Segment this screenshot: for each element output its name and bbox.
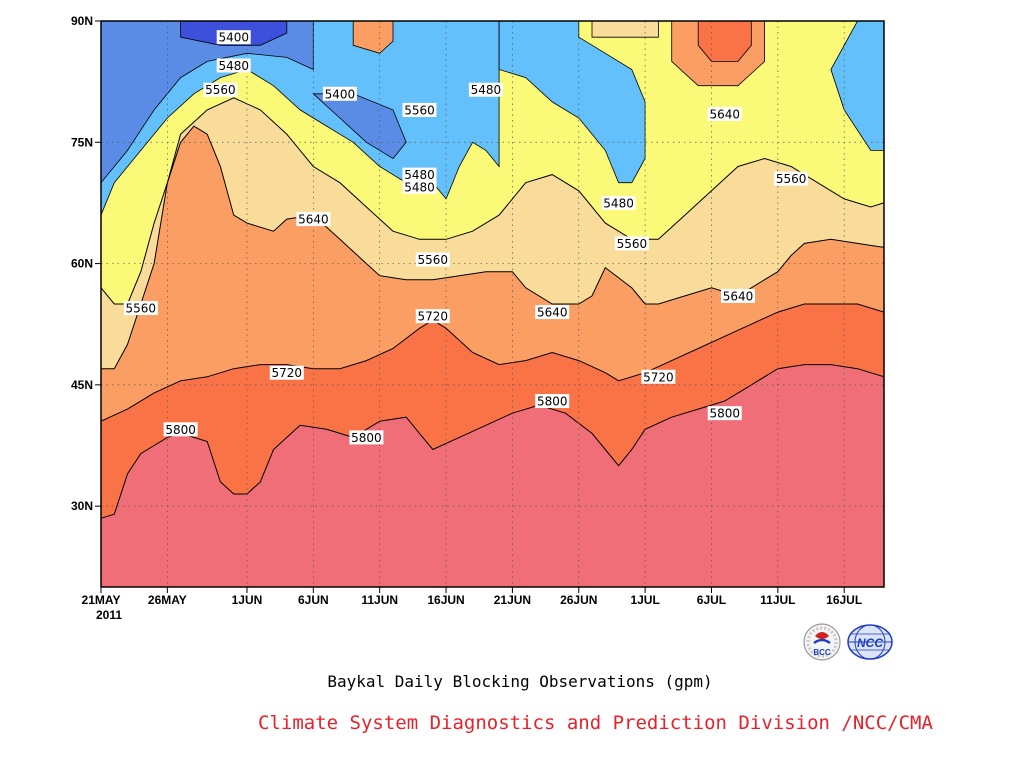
band-5480-5560-west bbox=[101, 21, 500, 216]
x-tick-label-21JUN: 21JUN bbox=[494, 593, 531, 607]
y-tick-label-90N: 90N bbox=[71, 14, 93, 28]
contour-label-5720: 5720 bbox=[643, 370, 674, 384]
x-axis: 21MAY 26MAY 1JUN 6JUN 11JUN 16JUN 21JUN 26JUN 1J… bbox=[82, 587, 862, 607]
contour-label-box-16 bbox=[415, 309, 450, 324]
contour-label-box-17 bbox=[721, 288, 756, 303]
contour-label-box-8 bbox=[402, 179, 437, 194]
contour-label-box-19 bbox=[641, 369, 676, 384]
ncc-logo-text: NCC bbox=[857, 636, 883, 650]
contour-line-5720 bbox=[101, 303, 884, 422]
contour-label-5800: 5800 bbox=[351, 431, 382, 445]
band-5480-5560-east bbox=[498, 21, 646, 184]
x-tick-label-11JUN: 11JUN bbox=[361, 593, 398, 607]
contour-label-box-22 bbox=[163, 422, 198, 437]
contour-label-box-4 bbox=[402, 102, 437, 117]
footer-credit: Climate System Diagnostics and Predictio… bbox=[258, 712, 933, 734]
plot-frame bbox=[100, 20, 885, 588]
contour-label-5400: 5400 bbox=[325, 87, 356, 101]
contour-label-box-9 bbox=[774, 171, 809, 186]
y-tick-label-45N: 45N bbox=[71, 378, 93, 392]
contour-label-box-12 bbox=[614, 236, 649, 251]
contour-label-5560: 5560 bbox=[776, 172, 807, 186]
contour-label-5480: 5480 bbox=[404, 168, 435, 182]
x-tick-label-16JUN: 16JUN bbox=[427, 593, 464, 607]
bcc-logo-text: BCC bbox=[813, 648, 831, 657]
x-tick-label-11JUL: 11JUL bbox=[760, 593, 795, 607]
contour-label-5560: 5560 bbox=[126, 302, 157, 316]
contour-label-box-13 bbox=[415, 252, 450, 267]
chart-title: Baykal Daily Blocking Observations (gpm) bbox=[327, 672, 713, 691]
band-5640-5720-north bbox=[591, 21, 659, 38]
y-axis: 30N 45N 60N 75N 90N bbox=[71, 14, 101, 513]
contour-label-5640: 5640 bbox=[298, 213, 329, 227]
band-5480-5560-far-east bbox=[830, 21, 884, 151]
x-tick-label-6JUN: 6JUN bbox=[298, 593, 329, 607]
contour-label-5400: 5400 bbox=[218, 31, 249, 45]
y-tick-label-30N: 30N bbox=[71, 499, 93, 513]
contour-label-5480: 5480 bbox=[404, 180, 435, 194]
contour-label-5720: 5720 bbox=[272, 366, 303, 380]
contour-label-box-20 bbox=[535, 394, 570, 409]
contour-label-box-18 bbox=[269, 365, 304, 380]
contour-label-5480: 5480 bbox=[471, 83, 502, 97]
contour-label-5800: 5800 bbox=[537, 395, 568, 409]
contour-label-5640: 5640 bbox=[723, 289, 754, 303]
contour-label-5560: 5560 bbox=[617, 237, 648, 251]
x-tick-label-16JUL: 16JUL bbox=[826, 593, 862, 607]
x-tick-label-26JUN: 26JUN bbox=[560, 593, 597, 607]
y-tick-label-60N: 60N bbox=[71, 257, 93, 271]
contour-label-5480: 5480 bbox=[603, 196, 634, 210]
contour-label-5640: 5640 bbox=[709, 107, 740, 121]
contour-label-5800: 5800 bbox=[165, 423, 196, 437]
band-5400-5480-west bbox=[101, 21, 314, 184]
contour-label-5560: 5560 bbox=[404, 103, 435, 117]
contour-label-5560: 5560 bbox=[418, 253, 449, 267]
contour-label-box-21 bbox=[707, 406, 742, 421]
contour-label-5800: 5800 bbox=[709, 407, 740, 421]
contour-label-box-3 bbox=[322, 86, 357, 101]
grid-lines bbox=[101, 21, 884, 587]
contour-label-box-6 bbox=[707, 106, 742, 121]
x-tick-label-6JUL: 6JUL bbox=[697, 593, 726, 607]
ncc-logo: NCC bbox=[847, 624, 893, 660]
contour-label-5480: 5480 bbox=[218, 59, 249, 73]
contour-label-box-23 bbox=[349, 430, 384, 445]
contour-fills bbox=[101, 21, 884, 587]
contour-label-5560: 5560 bbox=[205, 83, 236, 97]
contour-label-5640: 5640 bbox=[537, 306, 568, 320]
contour-line-5640 bbox=[101, 125, 884, 370]
contour-label-5720: 5720 bbox=[418, 310, 449, 324]
x-tick-label-1JUL: 1JUL bbox=[630, 593, 659, 607]
contour-label-box-2 bbox=[203, 82, 238, 97]
contour-label-box-15 bbox=[535, 305, 570, 320]
y-tick-label-75N: 75N bbox=[71, 135, 93, 149]
x-tick-label-21MAY: 21MAY bbox=[82, 593, 121, 607]
contour-label-box-11 bbox=[601, 195, 636, 210]
contour-label-box-10 bbox=[296, 212, 331, 227]
contour-label-box-5 bbox=[468, 82, 503, 97]
x-year-label: 2011 bbox=[96, 608, 122, 622]
bcc-logo: BCC bbox=[803, 623, 841, 661]
contour-label-box-0 bbox=[216, 30, 251, 45]
band-5720-5800-north-center bbox=[352, 21, 394, 54]
x-tick-label-26MAY: 26MAY bbox=[148, 593, 187, 607]
contour-label-box-1 bbox=[216, 58, 251, 73]
contour-label-box-14 bbox=[123, 301, 158, 316]
band-5800-5880-north-east bbox=[697, 21, 752, 62]
contour-label-box-7 bbox=[402, 167, 437, 182]
x-tick-label-1JUN: 1JUN bbox=[232, 593, 263, 607]
contour-line-5560 bbox=[101, 97, 884, 305]
band-above-5880 bbox=[101, 364, 884, 587]
